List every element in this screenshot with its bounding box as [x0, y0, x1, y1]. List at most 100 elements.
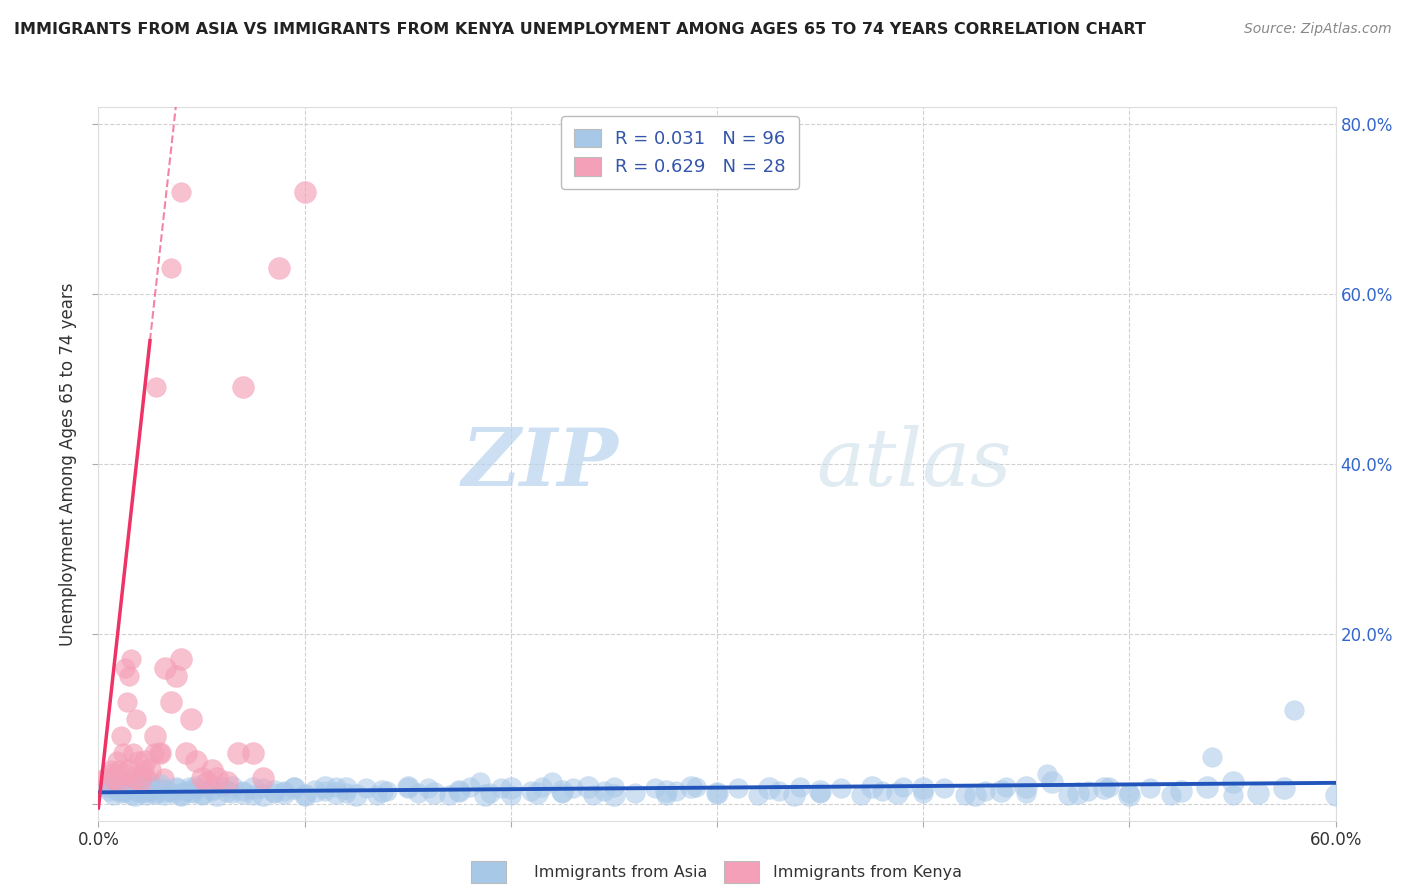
Point	[93, 780, 115, 794]
Point	[912, 787, 935, 801]
Legend: R = 0.031   N = 96, R = 0.629   N = 28: R = 0.031 N = 96, R = 0.629 N = 28	[561, 116, 799, 189]
Point	[912, 787, 935, 801]
Point	[162, 787, 184, 801]
Y-axis label: Unemployment Among Ages 65 to 74 years: Unemployment Among Ages 65 to 74 years	[59, 282, 77, 646]
Point	[789, 780, 811, 794]
Point	[396, 780, 419, 794]
Point	[1036, 767, 1059, 781]
Point	[120, 788, 142, 802]
Text: Immigrants from Asia: Immigrants from Asia	[534, 865, 707, 880]
Point	[932, 781, 955, 796]
Point	[654, 788, 676, 802]
Point	[141, 780, 163, 794]
Point	[263, 787, 285, 801]
Point	[582, 788, 605, 802]
Point	[93, 771, 115, 785]
Point	[118, 781, 141, 796]
Point	[654, 788, 676, 802]
Point	[159, 261, 181, 276]
Point	[181, 787, 204, 801]
Point	[128, 771, 150, 785]
Text: Source: ZipAtlas.com: Source: ZipAtlas.com	[1244, 22, 1392, 37]
Point	[117, 695, 139, 709]
Point	[166, 781, 188, 796]
Point	[263, 787, 285, 801]
Point	[105, 754, 128, 768]
Point	[603, 780, 626, 794]
Point	[128, 771, 150, 785]
Point	[122, 746, 145, 760]
Point	[335, 787, 357, 801]
Point	[458, 780, 481, 794]
Point	[283, 780, 305, 794]
Point	[105, 784, 128, 798]
Point	[1222, 788, 1244, 802]
Text: Immigrants from Kenya: Immigrants from Kenya	[773, 865, 962, 880]
Point	[108, 781, 131, 796]
Point	[242, 788, 264, 802]
Point	[104, 780, 127, 794]
Point	[104, 780, 127, 794]
Point	[623, 787, 645, 801]
Point	[174, 784, 197, 798]
Point	[685, 780, 707, 794]
Point	[1056, 788, 1078, 802]
Point	[201, 784, 224, 798]
Point	[105, 754, 128, 768]
Point	[110, 787, 132, 801]
Point	[186, 781, 208, 796]
Point	[145, 787, 167, 801]
Point	[953, 788, 976, 802]
Point	[132, 763, 155, 777]
Point	[1118, 787, 1140, 801]
Point	[1098, 780, 1121, 794]
Point	[127, 780, 149, 794]
Point	[891, 780, 914, 794]
Point	[170, 788, 193, 802]
Point	[706, 787, 728, 801]
Point	[283, 780, 305, 794]
Point	[685, 780, 707, 794]
Point	[101, 771, 124, 785]
Point	[851, 788, 873, 802]
Point	[93, 771, 115, 785]
Point	[551, 787, 574, 801]
Point	[186, 781, 208, 796]
Point	[127, 780, 149, 794]
Point	[100, 763, 122, 777]
Point	[96, 775, 118, 789]
Point	[108, 781, 131, 796]
Point	[135, 788, 157, 802]
Point	[110, 729, 132, 743]
Point	[1139, 781, 1161, 796]
Point	[252, 781, 274, 796]
Point	[110, 729, 132, 743]
Point	[830, 781, 852, 796]
Point	[97, 767, 120, 781]
Point	[120, 788, 142, 802]
Point	[112, 746, 135, 760]
Point	[101, 771, 124, 785]
Point	[201, 784, 224, 798]
Point	[211, 780, 233, 794]
Point	[561, 781, 583, 796]
Point	[520, 784, 543, 798]
Point	[974, 784, 997, 798]
Point	[124, 712, 146, 726]
Point	[1015, 787, 1038, 801]
Point	[1036, 767, 1059, 781]
Point	[541, 775, 564, 789]
Point	[145, 380, 167, 394]
Point	[375, 784, 398, 798]
Point	[100, 763, 122, 777]
Point	[105, 784, 128, 798]
Point	[325, 780, 347, 794]
Point	[104, 775, 127, 789]
Point	[118, 669, 141, 683]
Point	[179, 780, 201, 794]
Point	[104, 775, 127, 789]
Point	[375, 784, 398, 798]
Point	[170, 185, 193, 199]
Point	[135, 771, 157, 785]
Point	[1077, 784, 1099, 798]
